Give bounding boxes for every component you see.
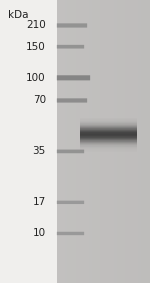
Bar	[80, 147, 136, 148]
FancyBboxPatch shape	[57, 150, 84, 153]
Bar	[80, 129, 136, 130]
Bar	[80, 131, 136, 132]
Bar	[80, 124, 136, 125]
FancyBboxPatch shape	[57, 23, 87, 27]
Bar	[80, 125, 136, 126]
Bar	[80, 118, 136, 119]
Bar	[80, 133, 136, 134]
Bar	[80, 121, 136, 122]
Text: 70: 70	[33, 95, 46, 106]
FancyBboxPatch shape	[57, 201, 84, 204]
Bar	[80, 141, 136, 142]
Bar	[80, 136, 136, 137]
Bar	[80, 123, 136, 124]
Bar	[80, 142, 136, 143]
Bar	[80, 122, 136, 123]
Text: kDa: kDa	[8, 10, 28, 20]
Text: 100: 100	[26, 73, 46, 83]
Bar	[80, 150, 136, 151]
Bar	[80, 134, 136, 135]
Bar	[80, 120, 136, 121]
Bar	[80, 130, 136, 131]
Bar	[80, 132, 136, 133]
FancyBboxPatch shape	[57, 98, 87, 102]
Text: 35: 35	[33, 146, 46, 156]
Bar	[80, 148, 136, 149]
Bar	[80, 146, 136, 147]
FancyBboxPatch shape	[57, 45, 84, 49]
Text: 150: 150	[26, 42, 46, 52]
Bar	[80, 137, 136, 138]
Bar	[80, 140, 136, 141]
Bar	[80, 128, 136, 129]
Bar	[80, 126, 136, 127]
Text: 210: 210	[26, 20, 46, 31]
Bar	[80, 138, 136, 139]
Bar	[80, 139, 136, 140]
Bar	[0, 0, 57, 283]
Bar	[80, 119, 136, 120]
Bar	[80, 145, 136, 146]
Bar	[80, 135, 136, 136]
Text: 17: 17	[33, 197, 46, 207]
FancyBboxPatch shape	[57, 75, 90, 80]
Bar	[80, 144, 136, 145]
Text: 10: 10	[33, 228, 46, 239]
Bar	[80, 149, 136, 150]
Bar	[80, 143, 136, 144]
FancyBboxPatch shape	[57, 232, 84, 235]
Bar	[80, 127, 136, 128]
Bar	[80, 151, 136, 152]
